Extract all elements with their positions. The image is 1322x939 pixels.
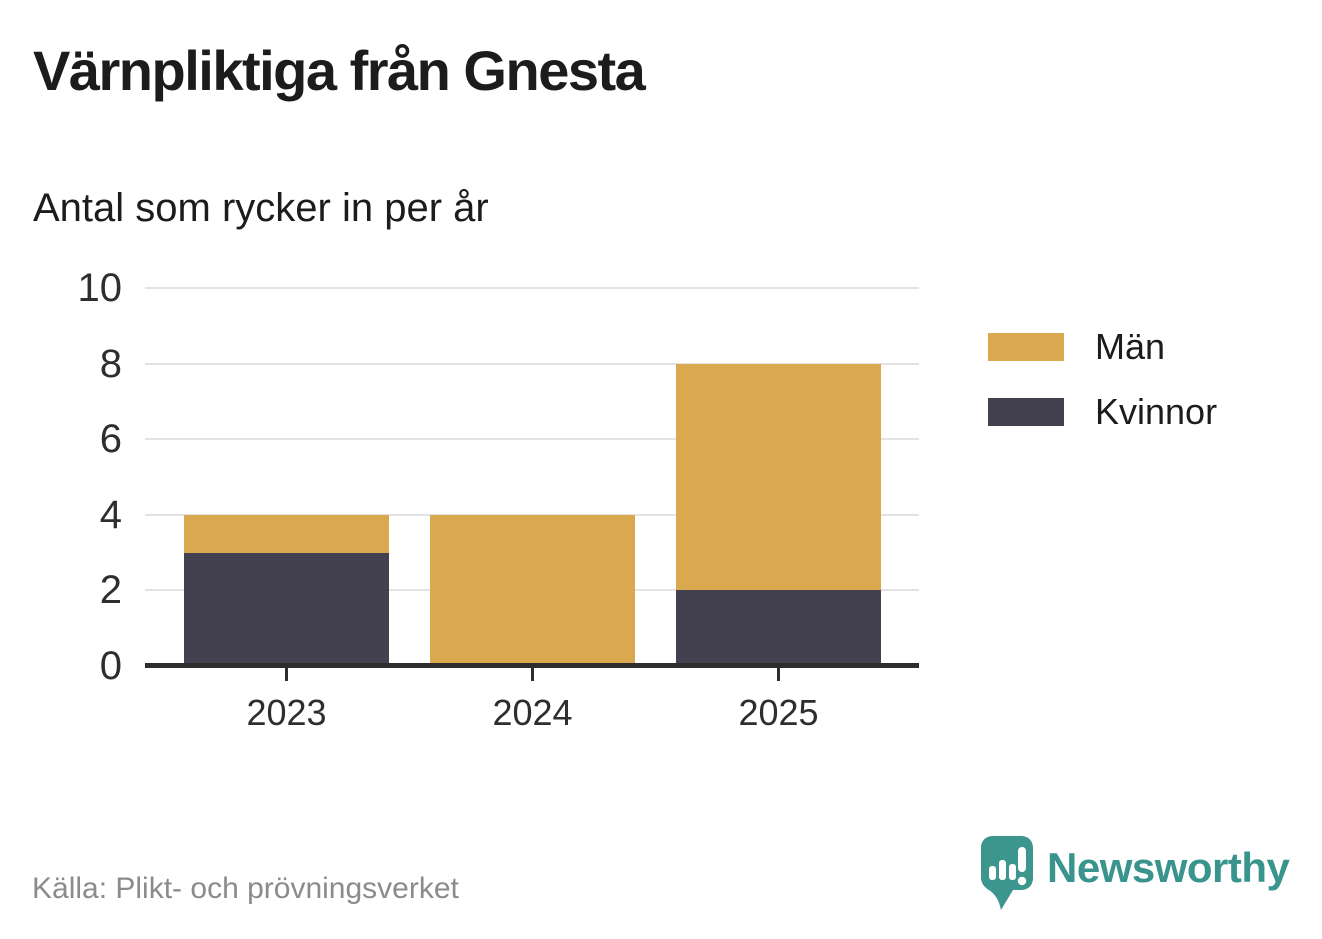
legend-item-män: Män (988, 329, 1217, 365)
legend-item-kvinnor: Kvinnor (988, 394, 1217, 430)
gridline-y4 (145, 513, 919, 516)
y-axis-tick-label: 6 (99, 417, 122, 462)
legend-label: Män (1095, 326, 1166, 367)
gridline-y10 (145, 287, 919, 289)
x-axis-tick (531, 668, 534, 681)
y-axis-tick-label: 8 (99, 341, 122, 386)
bar-2024-män (430, 514, 635, 666)
y-axis-tick-label: 0 (99, 644, 122, 688)
newsworthy-bubble-chart-icon (981, 836, 1033, 910)
x-axis-tick-label: 2025 (738, 692, 819, 733)
brand-logo: Newsworthy (980, 835, 1290, 913)
legend-label: Kvinnor (1095, 391, 1218, 432)
bar-2025-kvinnor (676, 590, 881, 666)
gridline-y6 (145, 438, 919, 441)
legend-swatch-kvinnor (988, 398, 1064, 426)
x-axis-tick-label: 2023 (246, 692, 327, 733)
legend-swatch-män (988, 333, 1064, 361)
x-axis-tick-label: 2024 (492, 692, 573, 733)
source-attribution: Källa: Plikt- och prövningsverket (32, 872, 459, 905)
legend: Män Kvinnor (988, 329, 1217, 459)
x-axis-line (145, 663, 919, 668)
y-axis-tick-label: 2 (99, 568, 122, 613)
gridline-y8 (145, 362, 919, 365)
x-axis-tick (777, 668, 780, 681)
y-axis-tick-label: 4 (99, 492, 122, 537)
chart-subtitle: Antal som rycker in per år (33, 186, 489, 230)
page-title: Värnpliktiga från Gnesta (33, 39, 646, 102)
bar-2023-kvinnor (184, 552, 389, 666)
bar-2025-män (676, 363, 881, 591)
bar-2023-män (184, 514, 389, 553)
x-axis-tick (285, 668, 288, 681)
brand-name: Newsworthy (1047, 844, 1290, 891)
plot-area (145, 287, 919, 668)
y-axis-tick-label: 10 (77, 266, 123, 310)
